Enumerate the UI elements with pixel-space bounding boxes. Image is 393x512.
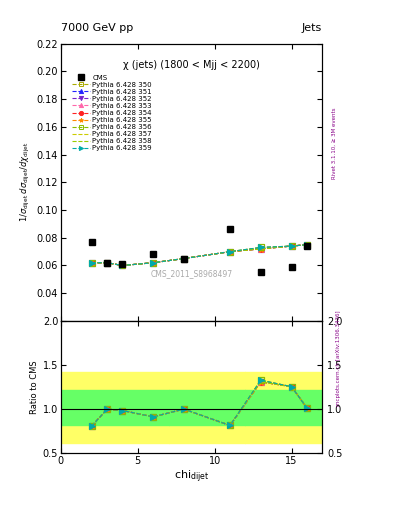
- CMS: [182, 255, 186, 262]
- CMS: [289, 264, 294, 270]
- Line: CMS: CMS: [88, 226, 310, 276]
- Y-axis label: $1/\sigma_{\rm dijet}\;d\sigma_{\rm dijet}/d\chi_{\rm dijet}$: $1/\sigma_{\rm dijet}\;d\sigma_{\rm dije…: [19, 142, 32, 223]
- CMS: [105, 260, 109, 266]
- Text: Jets: Jets: [302, 23, 322, 33]
- Text: CMS_2011_S8968497: CMS_2011_S8968497: [151, 269, 233, 279]
- Text: χ (jets) (1800 < Mjj < 2200): χ (jets) (1800 < Mjj < 2200): [123, 60, 260, 70]
- Legend: CMS, Pythia 6.428 350, Pythia 6.428 351, Pythia 6.428 352, Pythia 6.428 353, Pyt: CMS, Pythia 6.428 350, Pythia 6.428 351,…: [72, 75, 152, 151]
- Text: Rivet 3.1.10, ≥ 3M events: Rivet 3.1.10, ≥ 3M events: [332, 108, 337, 179]
- CMS: [151, 251, 156, 258]
- Text: mcplots.cern.ch [arXiv:1306.3436]: mcplots.cern.ch [arXiv:1306.3436]: [336, 311, 341, 406]
- CMS: [305, 243, 309, 249]
- CMS: [89, 239, 94, 245]
- X-axis label: chi$_{\rm dijet}$: chi$_{\rm dijet}$: [174, 468, 209, 485]
- CMS: [228, 226, 232, 232]
- Y-axis label: Ratio to CMS: Ratio to CMS: [29, 360, 39, 414]
- CMS: [120, 261, 125, 267]
- Text: 7000 GeV pp: 7000 GeV pp: [61, 23, 133, 33]
- CMS: [259, 269, 263, 275]
